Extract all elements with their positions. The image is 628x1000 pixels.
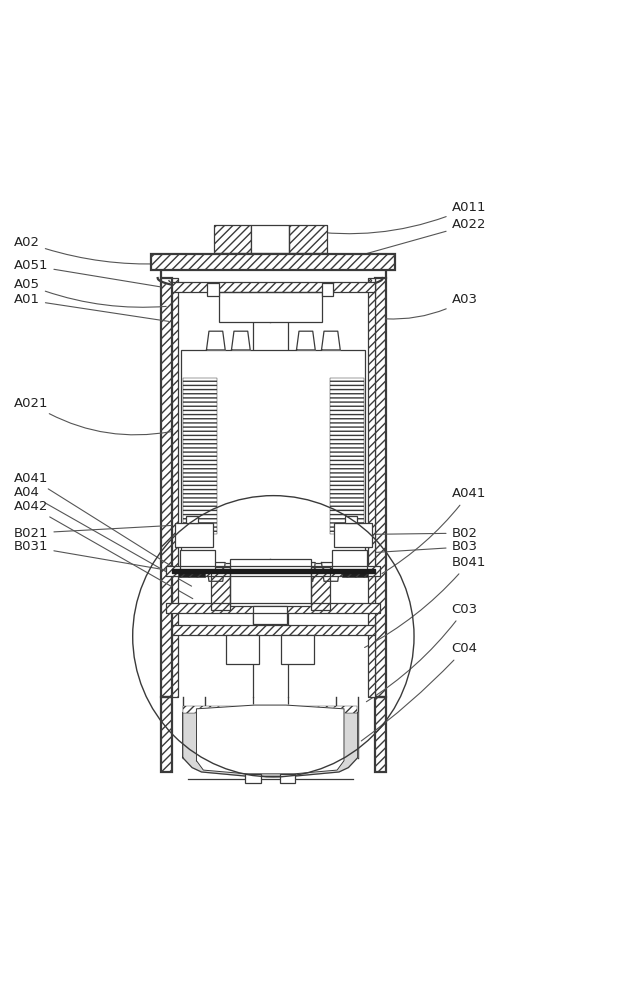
Polygon shape	[207, 331, 225, 350]
Polygon shape	[172, 569, 375, 573]
Bar	[342, 571, 369, 577]
Text: A05: A05	[14, 278, 166, 307]
Bar	[214, 225, 251, 253]
Bar	[151, 254, 395, 270]
Bar	[375, 278, 386, 697]
Bar	[181, 350, 365, 563]
Bar	[290, 225, 327, 253]
Bar	[214, 225, 251, 253]
Polygon shape	[322, 331, 340, 350]
Bar	[178, 571, 205, 577]
Bar	[245, 774, 261, 783]
Text: A02: A02	[14, 236, 161, 264]
Bar	[166, 566, 381, 576]
Bar	[172, 625, 375, 635]
Bar	[166, 566, 381, 576]
Bar	[332, 550, 367, 572]
Bar	[330, 378, 364, 534]
Text: A021: A021	[14, 397, 171, 435]
Bar	[369, 278, 375, 697]
Bar	[172, 282, 375, 292]
Text: A042: A042	[14, 500, 193, 599]
Bar	[375, 278, 386, 697]
Bar	[161, 697, 172, 772]
Bar	[161, 697, 172, 772]
Bar	[172, 278, 178, 697]
Bar	[166, 603, 381, 613]
Bar	[322, 283, 333, 296]
Bar	[375, 697, 386, 772]
Text: B021: B021	[14, 525, 177, 540]
Polygon shape	[296, 563, 315, 581]
Polygon shape	[232, 331, 250, 350]
Text: A022: A022	[367, 218, 486, 254]
Bar	[175, 523, 213, 547]
Polygon shape	[183, 706, 358, 776]
Bar	[151, 254, 395, 270]
Text: C03: C03	[366, 603, 478, 702]
Polygon shape	[207, 563, 225, 581]
Text: B041: B041	[365, 556, 486, 648]
Text: A01: A01	[14, 293, 169, 321]
Bar	[230, 559, 311, 606]
Bar	[183, 706, 357, 713]
Bar	[161, 278, 172, 697]
Text: A04: A04	[14, 486, 192, 586]
Text: B02: B02	[370, 527, 477, 540]
Bar	[311, 567, 330, 610]
Bar	[211, 567, 230, 610]
Bar	[187, 516, 198, 523]
Bar	[172, 278, 178, 697]
Bar	[219, 292, 322, 322]
Bar	[180, 550, 215, 572]
Bar	[166, 603, 381, 613]
Text: A011: A011	[304, 201, 486, 234]
Bar	[183, 378, 217, 534]
Polygon shape	[296, 331, 315, 350]
Bar	[172, 282, 375, 292]
Polygon shape	[322, 563, 340, 581]
Bar	[375, 697, 386, 772]
Bar	[251, 225, 290, 253]
Bar	[172, 625, 375, 635]
Bar	[279, 774, 295, 783]
Bar	[345, 516, 357, 523]
Polygon shape	[197, 705, 344, 774]
Bar	[311, 567, 330, 610]
Text: A051: A051	[14, 259, 161, 287]
Bar	[369, 278, 375, 697]
Bar	[290, 225, 327, 253]
Bar	[207, 283, 219, 296]
Text: B03: B03	[367, 540, 477, 553]
Bar	[227, 635, 259, 664]
Bar	[253, 606, 288, 624]
Bar	[211, 567, 230, 610]
Bar	[334, 523, 372, 547]
Bar	[281, 635, 314, 664]
Text: A041: A041	[382, 487, 486, 574]
Text: B031: B031	[14, 540, 171, 571]
Text: A03: A03	[386, 293, 477, 319]
Bar	[161, 278, 172, 697]
Text: A041: A041	[14, 472, 177, 570]
Polygon shape	[232, 563, 250, 581]
Text: C04: C04	[361, 642, 477, 741]
